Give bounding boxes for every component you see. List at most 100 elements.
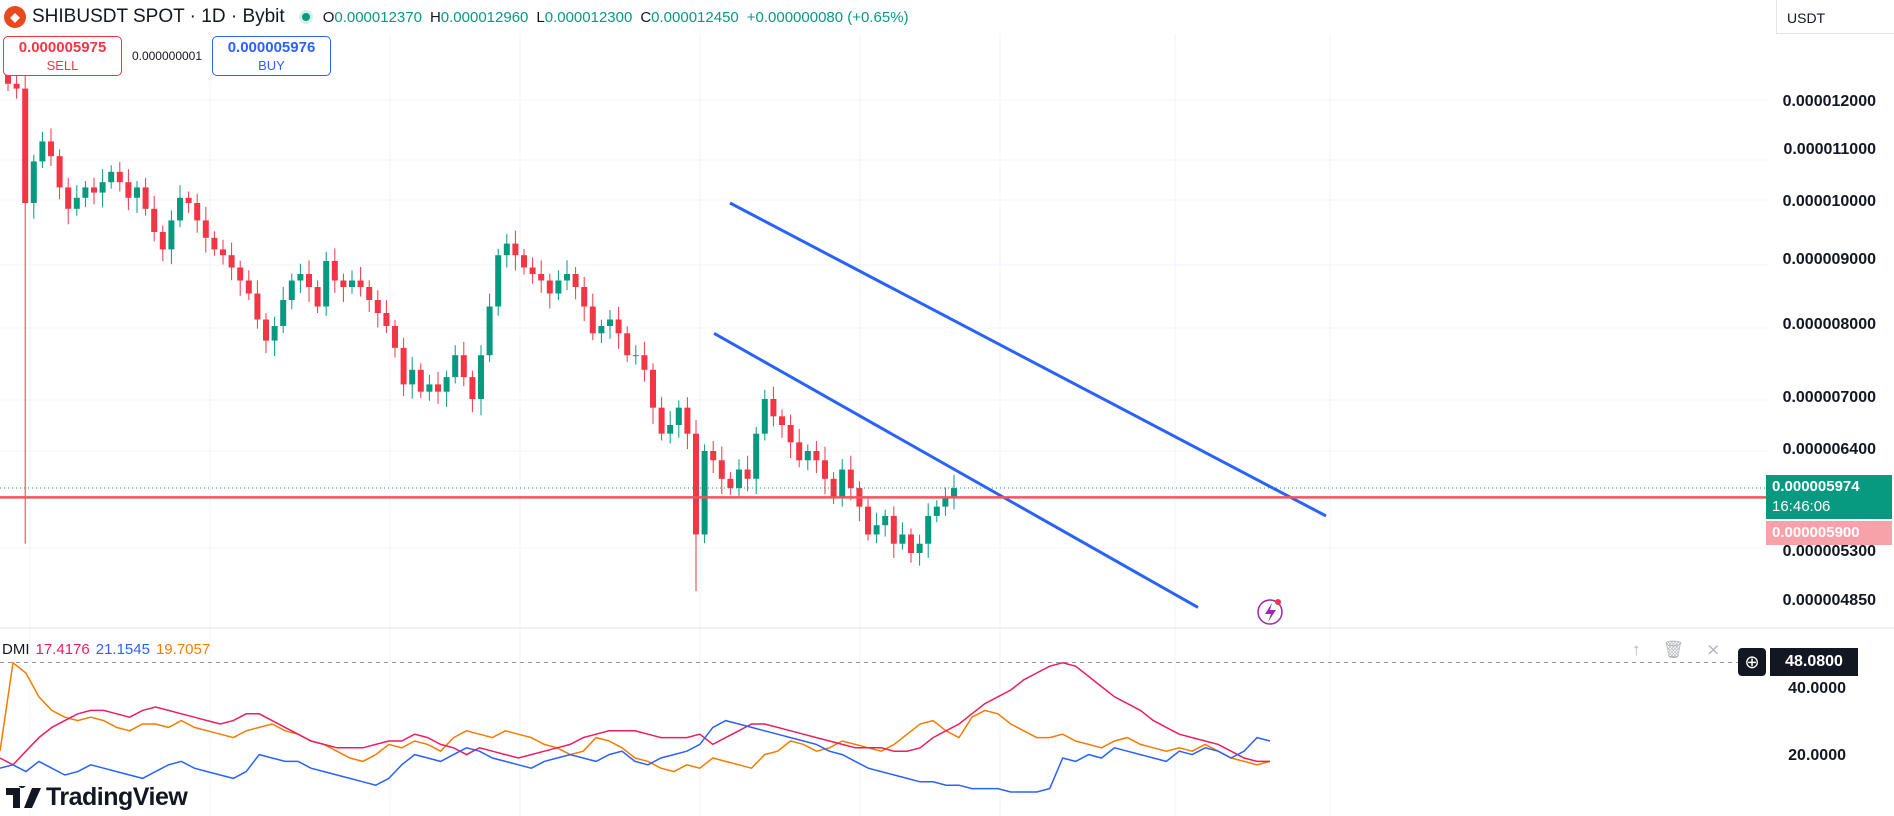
candle-body [288, 280, 295, 300]
spread-value: 0.000000001 [131, 49, 203, 63]
last-price-tag: 0.000005974 16:46:06 [1766, 475, 1892, 519]
indicator-toolbar: ↑ 🗑 ⨯ [1632, 640, 1720, 660]
candle-body [796, 442, 803, 461]
candle-body [503, 243, 510, 256]
candle-body [718, 460, 725, 479]
candle-body [607, 319, 613, 326]
price-axis-label: 0.000006400 [1782, 441, 1876, 458]
candle-body [572, 274, 579, 287]
channel-upper-line [729, 201, 1327, 518]
candle-body [641, 355, 648, 370]
candle-body [263, 319, 269, 341]
currency-selector[interactable]: USDT [1776, 0, 1894, 34]
candle-body [65, 187, 72, 209]
dmi-legend[interactable]: DMI 17.4176 21.1545 19.7057 [2, 641, 210, 658]
candle-body [908, 534, 914, 553]
dmi-adx-line [0, 661, 1271, 773]
tradingview-logo[interactable]: TradingView [6, 783, 188, 812]
candle-body [839, 469, 846, 498]
price-axis-label: 0.000008000 [1782, 316, 1876, 333]
candle-body [417, 369, 424, 392]
move-up-icon[interactable]: ↑ [1632, 640, 1641, 659]
candle-body [13, 83, 20, 89]
candle-body [452, 355, 459, 378]
candle-body [736, 469, 742, 489]
buy-button[interactable]: 0.000005976 BUY [212, 36, 331, 76]
candle-body [478, 355, 484, 399]
candle-body [512, 243, 519, 256]
candle-body [340, 280, 347, 287]
candle-body [865, 506, 871, 535]
dmi-value-1: 17.4176 [35, 641, 90, 658]
add-crosshair-icon[interactable]: ⊕ [1738, 648, 1766, 676]
ohlc-low: L0.000012300 [536, 8, 633, 26]
candle-body [598, 326, 605, 334]
candle-body [581, 287, 588, 307]
candle-body [882, 515, 889, 526]
price-axis-label: 0.000007000 [1782, 389, 1876, 406]
candle-body [650, 369, 656, 408]
symbol-title[interactable]: SHIBUSDT SPOT · 1D · Bybit [32, 6, 285, 27]
candle-body [890, 515, 897, 544]
candle-body [91, 187, 97, 193]
price-axis-label: 0.000009000 [1782, 251, 1876, 268]
candle-body [847, 469, 854, 489]
candle-body [185, 197, 192, 203]
candle-body [323, 261, 330, 307]
candle-body [134, 187, 140, 198]
candle-body [22, 88, 29, 203]
candle-body [951, 488, 957, 498]
bar-countdown: 16:46:06 [1772, 498, 1831, 515]
candle-body [108, 171, 115, 183]
alert-lightning-icon [1257, 599, 1283, 625]
candle-body [770, 399, 777, 417]
price-axis-label: 0.000010000 [1782, 193, 1876, 210]
candle-body [400, 347, 407, 385]
candle-body [349, 280, 355, 287]
alert-price-tag[interactable]: 0.000005900 [1766, 521, 1892, 545]
ohlc-close: C0.000012450 [640, 8, 739, 26]
dmi-value-3: 19.7057 [155, 641, 211, 658]
sell-button[interactable]: 0.000005975 SELL [3, 36, 122, 76]
candle-body [245, 280, 252, 294]
candle-body [521, 255, 527, 268]
candle-body [374, 300, 381, 313]
candle-body [211, 237, 218, 250]
candle-body [151, 208, 158, 232]
dmi-plus-di-line [0, 719, 1271, 793]
candle-body [779, 416, 785, 425]
tv-logo-icon [6, 785, 41, 808]
candle-body [658, 407, 665, 434]
candle-body [529, 267, 536, 274]
dmi-axis-label: 40.0000 [1788, 680, 1846, 697]
crosshair-value: 48.0800 [1770, 648, 1858, 676]
candle-body [194, 203, 201, 221]
candle-body [469, 377, 476, 399]
candle-body [822, 460, 828, 479]
candle-body [280, 300, 287, 326]
collapse-icon[interactable]: ⨯ [1706, 640, 1721, 659]
tradingview-wordmark: TradingView [46, 783, 188, 811]
delete-icon[interactable]: 🗑 [1662, 640, 1685, 659]
symbol-header: ◆ SHIBUSDT SPOT · 1D · Bybit O0.00001237… [0, 0, 909, 34]
candle-body [675, 407, 682, 425]
candle-body [357, 280, 364, 287]
channel-lower-line [713, 331, 1199, 609]
price-change: +0.000000080 (+0.65%) [746, 8, 909, 26]
candle-body [237, 267, 244, 281]
candle-body [443, 377, 450, 392]
candle-body [942, 497, 949, 507]
candle-body [761, 399, 768, 434]
candle-body [564, 274, 570, 281]
trade-panel: 0.000005975 SELL 0.000000001 0.000005976… [3, 36, 331, 76]
price-axis-label: 0.000012000 [1782, 93, 1876, 110]
candle-body [744, 469, 751, 479]
candle-body [632, 355, 639, 357]
candle-body [873, 525, 880, 535]
candle-body [228, 255, 235, 268]
shib-logo-icon: ◆ [4, 6, 26, 28]
alert-dot-icon [1275, 599, 1281, 605]
candle-body [615, 319, 622, 334]
candle-body [460, 355, 467, 378]
